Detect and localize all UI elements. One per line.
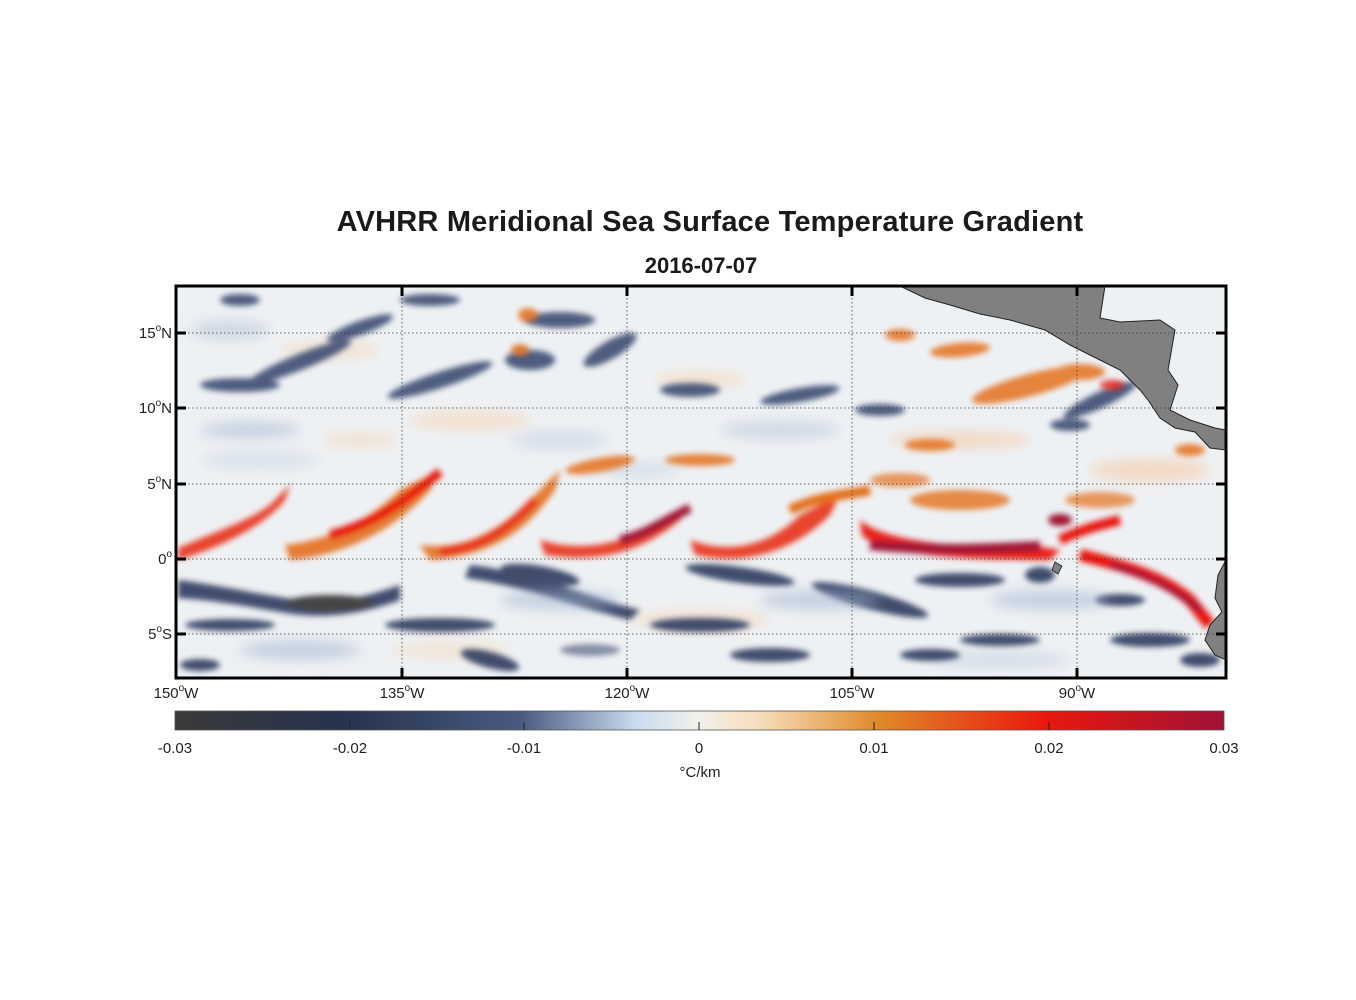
colorbar-label-neg001: -0.01 <box>506 740 542 757</box>
lat-label-15n: 15oN <box>138 323 172 342</box>
galapagos-land <box>1051 561 1063 575</box>
colorbar-label-003: 0.03 <box>1209 740 1239 757</box>
map-frame <box>174 284 1228 680</box>
lat-label-5n: 5oN <box>147 474 172 493</box>
central-america-land <box>899 286 1226 451</box>
map-date: 2016-07-07 <box>644 253 758 278</box>
colorbar-label-002: 0.02 <box>1034 740 1064 757</box>
lon-label-150w: 150oW <box>153 683 199 702</box>
lon-label-90w: 90oW <box>1058 683 1096 702</box>
colorbar-label-neg002: -0.02 <box>332 740 368 757</box>
graticule <box>176 286 1226 678</box>
colorbar-label-001: 0.01 <box>859 740 889 757</box>
colorbar-label-neg003: -0.03 <box>157 740 193 757</box>
map-title: AVHRR Meridional Sea Surface Temperature… <box>336 206 1084 238</box>
lon-label-105w: 105oW <box>829 683 875 702</box>
lat-label-5s: 5oS <box>148 624 172 643</box>
lat-label-10n: 10oN <box>138 398 172 417</box>
lat-label-0: 0o <box>158 549 172 568</box>
colorbar-label-zero: 0 <box>694 740 704 757</box>
lon-label-120w: 120oW <box>604 683 650 702</box>
colorbar-unit: °C/km <box>679 764 721 781</box>
lon-label-135w: 135oW <box>379 683 425 702</box>
colorbar-ticks <box>349 722 1050 730</box>
frame-ticks <box>176 286 1226 678</box>
gradient-field <box>176 286 1226 678</box>
